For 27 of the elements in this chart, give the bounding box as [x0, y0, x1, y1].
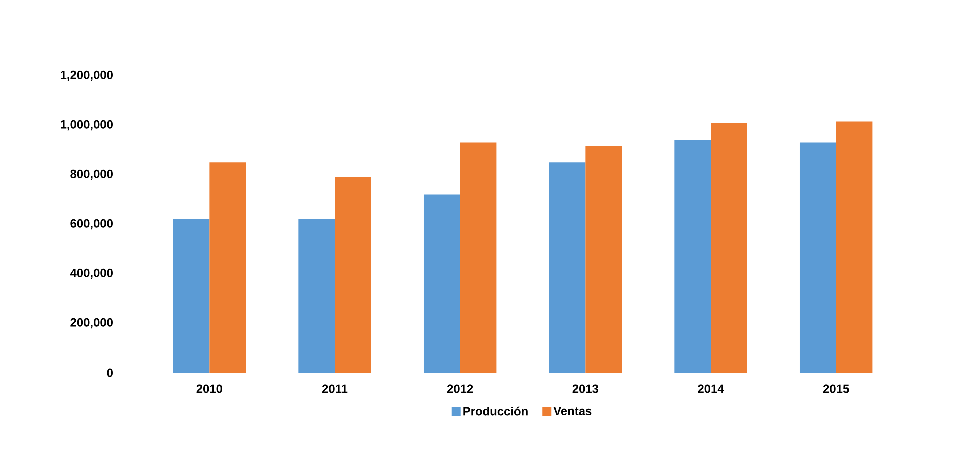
- x-tick-label: 2015: [823, 384, 850, 394]
- bar: [836, 122, 873, 373]
- y-tick-label: 1,200,000: [61, 70, 113, 82]
- bar: [674, 140, 712, 373]
- x-tick-label: 2013: [572, 384, 599, 394]
- y-tick-label: 400,000: [70, 268, 113, 280]
- y-tick-label: 800,000: [70, 170, 113, 180]
- y-tick-label: 200,000: [70, 318, 113, 329]
- bar: [210, 162, 246, 373]
- x-tick-label: 2012: [447, 384, 474, 394]
- y-tick-label: 0: [107, 368, 113, 378]
- bar: [800, 142, 836, 373]
- bar: [586, 146, 622, 373]
- bar: [460, 142, 497, 373]
- bar: [173, 220, 210, 373]
- y-tick-label: 600,000: [70, 219, 113, 230]
- bar: [711, 123, 748, 373]
- bar: [549, 162, 586, 373]
- bar: [335, 177, 372, 373]
- bar: [298, 220, 336, 373]
- x-tick-label: 2011: [322, 384, 348, 394]
- y-tick-label: 1,000,000: [61, 120, 113, 131]
- legend-label: Ventas: [554, 407, 592, 416]
- x-tick-label: 2010: [196, 384, 222, 394]
- bar: [424, 194, 460, 373]
- legend-label: Producción: [464, 406, 528, 416]
- x-tick-label: 2014: [698, 384, 724, 394]
